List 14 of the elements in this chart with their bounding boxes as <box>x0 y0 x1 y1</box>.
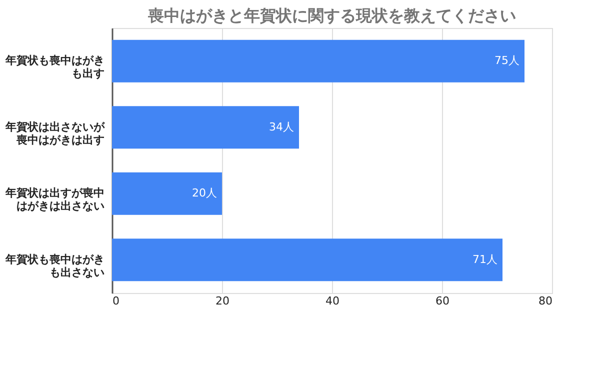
data-label: 20人 <box>192 186 217 200</box>
data-label: 34人 <box>269 120 294 134</box>
data-label: 71人 <box>472 252 498 266</box>
x-tick-label: 20 <box>216 294 230 308</box>
x-tick-label: 60 <box>436 294 450 308</box>
y-tick-label: 年賀状も喪中はがきも出さない <box>4 252 104 279</box>
y-tick-label: 年賀状は出すが喪中はがきは出さない <box>4 186 104 213</box>
y-tick-label: 年賀状は出さないが喪中はがきは出す <box>4 120 106 146</box>
x-tick-label: 80 <box>538 294 552 308</box>
chart-title: 喪中はがきと年賀状に関する現状を教えてください <box>147 6 516 25</box>
x-tick-label: 0 <box>112 294 120 308</box>
y-tick-label: 年賀状も喪中はがきも出す <box>4 54 104 80</box>
x-tick-label: 40 <box>326 294 340 308</box>
data-label: 75人 <box>494 54 520 68</box>
